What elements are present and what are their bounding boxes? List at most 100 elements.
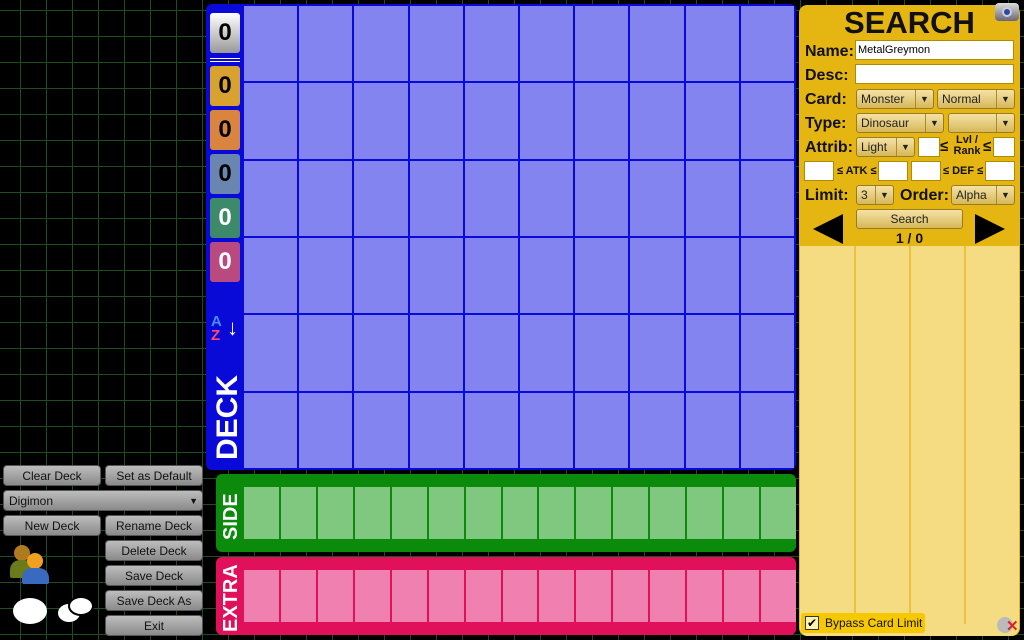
deck-card-slot[interactable] <box>464 160 518 236</box>
extra-card-slot[interactable] <box>354 570 390 622</box>
clear-deck-button[interactable]: Clear Deck <box>3 465 101 486</box>
level-max-input[interactable] <box>993 137 1015 157</box>
save-deck-button[interactable]: Save Deck <box>105 565 203 586</box>
deck-card-slot[interactable] <box>299 160 353 236</box>
deck-card-slot[interactable] <box>464 6 518 82</box>
side-card-slot[interactable] <box>428 487 464 539</box>
bypass-card-limit-checkbox[interactable]: ✔ Bypass Card Limit <box>801 613 925 633</box>
deck-card-slot[interactable] <box>244 160 298 236</box>
deck-card-slot[interactable] <box>464 238 518 314</box>
deck-card-slot[interactable] <box>685 6 739 82</box>
side-card-slot[interactable] <box>244 487 279 539</box>
side-card-slot[interactable] <box>761 487 796 539</box>
side-card-slot[interactable] <box>724 487 760 539</box>
sound-muted-icon[interactable]: ✕ <box>997 613 1019 635</box>
deck-card-slot[interactable] <box>354 6 408 82</box>
extra-card-slot[interactable] <box>428 570 464 622</box>
side-card-slot[interactable] <box>317 487 353 539</box>
attribute-select[interactable]: Light ▼ <box>856 137 915 157</box>
deck-card-slot[interactable] <box>409 160 463 236</box>
deck-card-slot[interactable] <box>685 315 739 391</box>
camera-icon[interactable] <box>995 3 1019 21</box>
side-card-slot[interactable] <box>391 487 427 539</box>
extra-card-slot[interactable] <box>724 570 760 622</box>
deck-card-slot[interactable] <box>520 6 574 82</box>
deck-card-slot[interactable] <box>575 392 629 468</box>
extra-card-slot[interactable] <box>502 570 538 622</box>
deck-card-slot[interactable] <box>244 238 298 314</box>
deck-card-slot[interactable] <box>244 83 298 159</box>
chat-icon[interactable] <box>13 598 47 624</box>
delete-deck-button[interactable]: Delete Deck <box>105 540 203 561</box>
deck-card-slot[interactable] <box>740 315 794 391</box>
atk-min-input[interactable] <box>804 161 834 181</box>
deck-card-slot[interactable] <box>409 6 463 82</box>
deck-card-slot[interactable] <box>575 83 629 159</box>
deck-card-slot[interactable] <box>354 392 408 468</box>
exit-button[interactable]: Exit <box>105 615 203 636</box>
deck-card-slot[interactable] <box>630 83 684 159</box>
side-card-slot[interactable] <box>613 487 649 539</box>
deck-card-slot[interactable] <box>299 238 353 314</box>
new-deck-button[interactable]: New Deck <box>3 515 101 536</box>
deck-card-slot[interactable] <box>740 160 794 236</box>
deck-card-slot[interactable] <box>685 392 739 468</box>
deck-card-slot[interactable] <box>520 160 574 236</box>
side-card-slot[interactable] <box>576 487 612 539</box>
deck-card-slot[interactable] <box>354 83 408 159</box>
deck-card-slot[interactable] <box>354 160 408 236</box>
deck-card-slot[interactable] <box>630 392 684 468</box>
prev-page-arrow-icon[interactable] <box>813 214 843 244</box>
next-page-arrow-icon[interactable] <box>975 214 1005 244</box>
save-deck-as-button[interactable]: Save Deck As <box>105 590 203 611</box>
deck-card-slot[interactable] <box>520 83 574 159</box>
chat-multi-icon[interactable] <box>58 596 94 626</box>
deck-card-slot[interactable] <box>630 160 684 236</box>
deck-card-slot[interactable] <box>740 83 794 159</box>
deck-card-slot[interactable] <box>575 160 629 236</box>
level-min-input[interactable] <box>918 137 940 157</box>
def-max-input[interactable] <box>985 161 1015 181</box>
limit-select[interactable]: 3 ▼ <box>856 185 894 205</box>
deck-card-slot[interactable] <box>299 315 353 391</box>
users-icon[interactable] <box>10 545 52 585</box>
deck-card-slot[interactable] <box>409 392 463 468</box>
def-min-input[interactable] <box>911 161 941 181</box>
deck-card-slot[interactable] <box>740 6 794 82</box>
deck-card-slot[interactable] <box>520 315 574 391</box>
deck-card-slot[interactable] <box>685 238 739 314</box>
deck-card-slot[interactable] <box>244 315 298 391</box>
deck-card-slot[interactable] <box>575 315 629 391</box>
extra-card-slot[interactable] <box>244 570 279 622</box>
extra-card-slot[interactable] <box>687 570 723 622</box>
deck-card-slot[interactable] <box>575 238 629 314</box>
search-button[interactable]: Search <box>856 209 963 229</box>
deck-select[interactable]: Digimon ▼ <box>3 490 203 511</box>
extra-card-slot[interactable] <box>650 570 686 622</box>
deck-card-slot[interactable] <box>685 83 739 159</box>
deck-card-slot[interactable] <box>520 238 574 314</box>
extra-card-slot[interactable] <box>576 570 612 622</box>
deck-card-slot[interactable] <box>740 238 794 314</box>
desc-input[interactable] <box>855 64 1014 84</box>
deck-card-slot[interactable] <box>630 6 684 82</box>
rename-deck-button[interactable]: Rename Deck <box>105 515 203 536</box>
extra-card-slot[interactable] <box>465 570 501 622</box>
deck-card-slot[interactable] <box>520 392 574 468</box>
deck-card-slot[interactable] <box>244 392 298 468</box>
deck-card-slot[interactable] <box>630 238 684 314</box>
deck-card-slot[interactable] <box>740 392 794 468</box>
extra-card-slot[interactable] <box>280 570 316 622</box>
deck-card-slot[interactable] <box>299 6 353 82</box>
extra-card-slot[interactable] <box>317 570 353 622</box>
deck-card-slot[interactable] <box>244 6 298 82</box>
deck-card-slot[interactable] <box>354 238 408 314</box>
card-subtype-select[interactable]: Normal ▼ <box>937 89 1015 109</box>
side-card-slot[interactable] <box>502 487 538 539</box>
name-input[interactable]: MetalGreymon <box>855 40 1014 60</box>
race-select[interactable]: Dinosaur ▼ <box>856 113 944 133</box>
card-type-select[interactable]: Monster ▼ <box>856 89 934 109</box>
deck-card-slot[interactable] <box>299 83 353 159</box>
deck-card-slot[interactable] <box>630 315 684 391</box>
side-card-slot[interactable] <box>650 487 686 539</box>
